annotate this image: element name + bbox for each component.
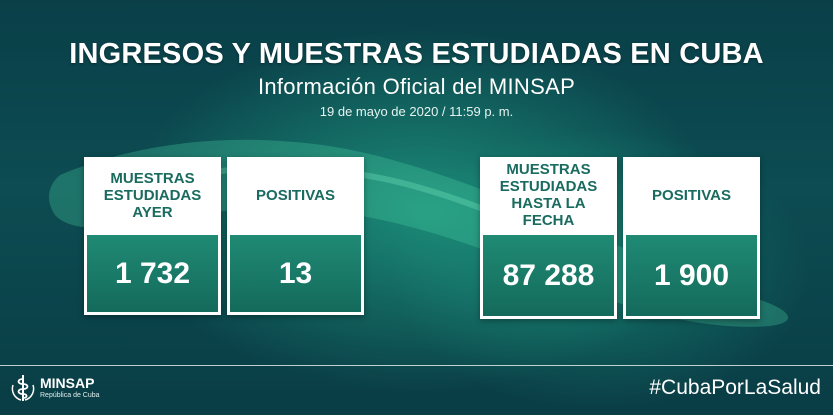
page-subtitle: Información Oficial del MINSAP xyxy=(257,74,576,99)
stat-card-positivas-ayer: POSITIVAS 13 xyxy=(227,157,364,315)
page-title: INGRESOS Y MUESTRAS ESTUDIADAS EN CUBA xyxy=(69,38,764,70)
minsap-emblem-icon xyxy=(11,375,35,401)
stat-value: 87 288 xyxy=(483,235,614,316)
stat-value: 1 732 xyxy=(87,235,218,312)
stat-value: 13 xyxy=(230,235,361,312)
logo-subtitle: República de Cuba xyxy=(40,392,100,399)
stat-label: MUESTRAS ESTUDIADAS AYER xyxy=(103,169,202,221)
stat-value: 1 900 xyxy=(626,235,757,316)
minsap-logo: MINSAP República de Cuba xyxy=(10,373,100,403)
stat-label: POSITIVAS xyxy=(652,186,731,204)
report-date: 19 de mayo de 2020 / 11:59 p. m. xyxy=(319,104,514,119)
stat-card-muestras-total: MUESTRAS ESTUDIADAS HASTA LA FECHA 87 28… xyxy=(480,157,617,319)
footer-divider xyxy=(0,365,833,366)
stat-card-muestras-ayer: MUESTRAS ESTUDIADAS AYER 1 732 xyxy=(84,157,221,315)
stat-label: POSITIVAS xyxy=(256,186,335,204)
hashtag: #CubaPorLaSalud xyxy=(649,376,821,399)
logo-name: MINSAP xyxy=(40,375,95,391)
stat-label: MUESTRAS ESTUDIADAS HASTA LA FECHA xyxy=(499,161,598,229)
stat-card-positivas-total: POSITIVAS 1 900 xyxy=(623,157,760,319)
